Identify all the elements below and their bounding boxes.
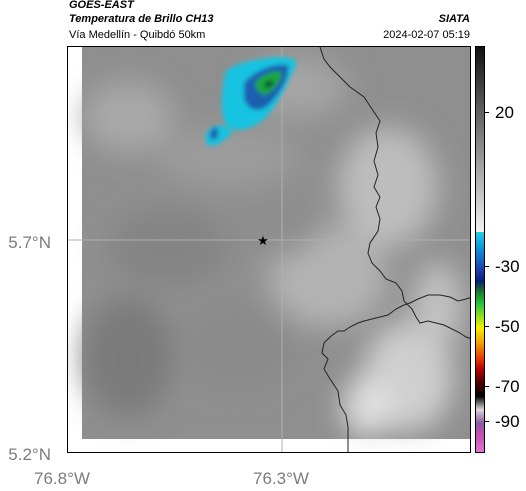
region-border-line bbox=[321, 294, 470, 452]
colorbar-label-minus70: -70 bbox=[495, 377, 520, 396]
colorbar-tick bbox=[484, 326, 489, 327]
lon-label-76-3: 76.3°W bbox=[253, 469, 309, 488]
colorbar-label-minus90: -90 bbox=[495, 412, 520, 431]
colorbar-tick bbox=[484, 266, 489, 267]
title-line2: Temperatura de Brillo CH13 bbox=[69, 13, 214, 25]
timestamp: 2024-02-07 05:19 bbox=[383, 29, 470, 41]
colorbar-label-20: 20 bbox=[495, 103, 514, 122]
lon-label-76-8: 76.8°W bbox=[34, 469, 90, 488]
map-canvas: ★ bbox=[68, 47, 470, 452]
colorbar-tick bbox=[484, 386, 489, 387]
star-icon: ★ bbox=[257, 234, 269, 249]
subtitle: Vía Medellín - Quibdó 50km bbox=[69, 29, 206, 41]
organization-label: SIATA bbox=[438, 13, 470, 25]
country-border-line bbox=[319, 47, 470, 339]
lat-label-5-2: 5.2°N bbox=[8, 445, 51, 464]
colorbar-tick bbox=[484, 112, 489, 113]
cold-cloud-top bbox=[205, 57, 297, 146]
satellite-map[interactable]: ★ bbox=[67, 46, 471, 453]
lat-label-5-7: 5.7°N bbox=[8, 233, 51, 252]
colorbar bbox=[475, 46, 485, 453]
grid-lines bbox=[68, 47, 470, 452]
colorbar-label-minus30: -30 bbox=[495, 257, 520, 276]
colorbar-tick bbox=[484, 421, 489, 422]
colorbar-label-minus50: -50 bbox=[495, 317, 520, 336]
title-line1: GOES-EAST bbox=[69, 0, 134, 11]
